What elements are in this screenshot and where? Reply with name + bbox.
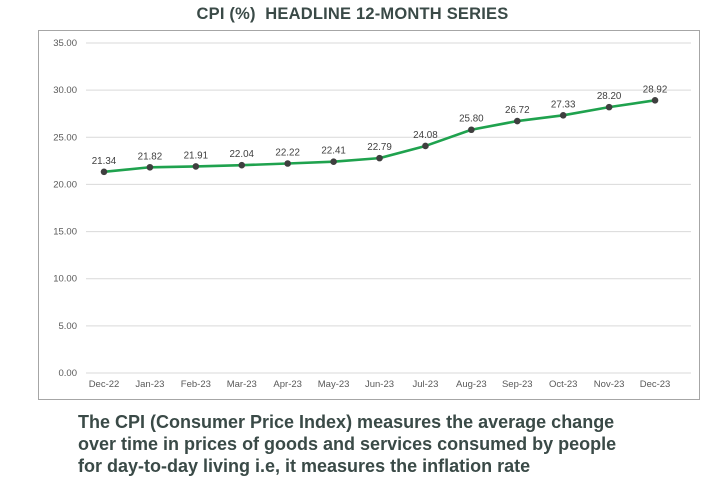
data-point-marker [468, 126, 475, 134]
data-point-marker [192, 163, 200, 170]
x-tick-label: Mar-23 [227, 379, 257, 390]
y-tick-label: 25.00 [53, 132, 77, 143]
x-tick-label: Oct-23 [549, 379, 578, 390]
y-tick-label: 35.00 [53, 38, 77, 49]
caption-line: The CPI (Consumer Price Index) measures … [78, 412, 615, 432]
data-point-label: 21.34 [92, 156, 117, 167]
data-point-marker [238, 161, 246, 169]
caption-line: over time in prices of goods and service… [78, 434, 617, 454]
x-tick-label: Feb-23 [181, 379, 211, 390]
data-point-label: 21.82 [138, 151, 163, 162]
data-point-marker [376, 154, 383, 162]
data-point-label: 22.79 [367, 142, 392, 153]
data-point-marker [605, 103, 613, 111]
x-tick-label: Aug-23 [456, 379, 487, 390]
line-chart: 0.00 5.00 10.00 15.00 20.00 25.00 30.00 35.00 De… [53, 38, 691, 390]
x-tick-label: May-23 [318, 379, 350, 390]
data-point-marker [330, 158, 337, 166]
x-tick-label: Nov-23 [594, 379, 625, 390]
x-tick-label: Dec-22 [89, 379, 120, 390]
data-point-marker [422, 142, 429, 150]
x-tick-label: Apr-23 [273, 379, 302, 390]
x-tick-label: Dec-23 [640, 379, 671, 390]
data-point-label: 22.22 [275, 147, 300, 158]
data-point-label: 21.91 [184, 150, 209, 161]
data-point-marker [100, 168, 108, 176]
x-tick-label: Jul-23 [413, 379, 439, 390]
chart-caption: The CPI (Consumer Price Index) measures … [78, 411, 678, 477]
x-tick-label: Sep-23 [502, 379, 533, 390]
data-point-label: 28.92 [643, 84, 668, 95]
x-tick-label: Jan-23 [135, 379, 164, 390]
y-tick-label: 30.00 [53, 85, 77, 96]
y-tick-label: 15.00 [53, 227, 77, 238]
x-tick-label: Jun-23 [365, 379, 394, 390]
chart-plot-area: 0.00 5.00 10.00 15.00 20.00 25.00 30.00 35.00 De… [38, 30, 700, 400]
data-point-label: 22.04 [229, 149, 254, 160]
y-tick-label: 0.00 [59, 368, 78, 379]
data-point-label: 24.08 [413, 130, 438, 141]
data-point-label: 26.72 [505, 105, 530, 116]
data-point-marker [513, 117, 521, 125]
y-tick-label: 20.00 [53, 179, 77, 190]
data-point-label: 28.20 [597, 91, 622, 102]
chart-title: CPI (%) HEADLINE 12-MONTH SERIES [196, 5, 509, 23]
y-tick-label: 5.00 [59, 321, 78, 332]
caption-line: for day-to-day living i.e, it measures t… [78, 456, 531, 476]
data-point-label: 22.41 [321, 146, 346, 157]
data-point-label: 25.80 [459, 114, 484, 125]
y-tick-label: 10.00 [53, 274, 77, 285]
data-point-marker [559, 112, 567, 119]
data-point-label: 27.33 [551, 99, 576, 110]
data-point-marker [146, 163, 154, 171]
data-point-marker [651, 97, 659, 104]
data-point-marker [284, 160, 291, 167]
